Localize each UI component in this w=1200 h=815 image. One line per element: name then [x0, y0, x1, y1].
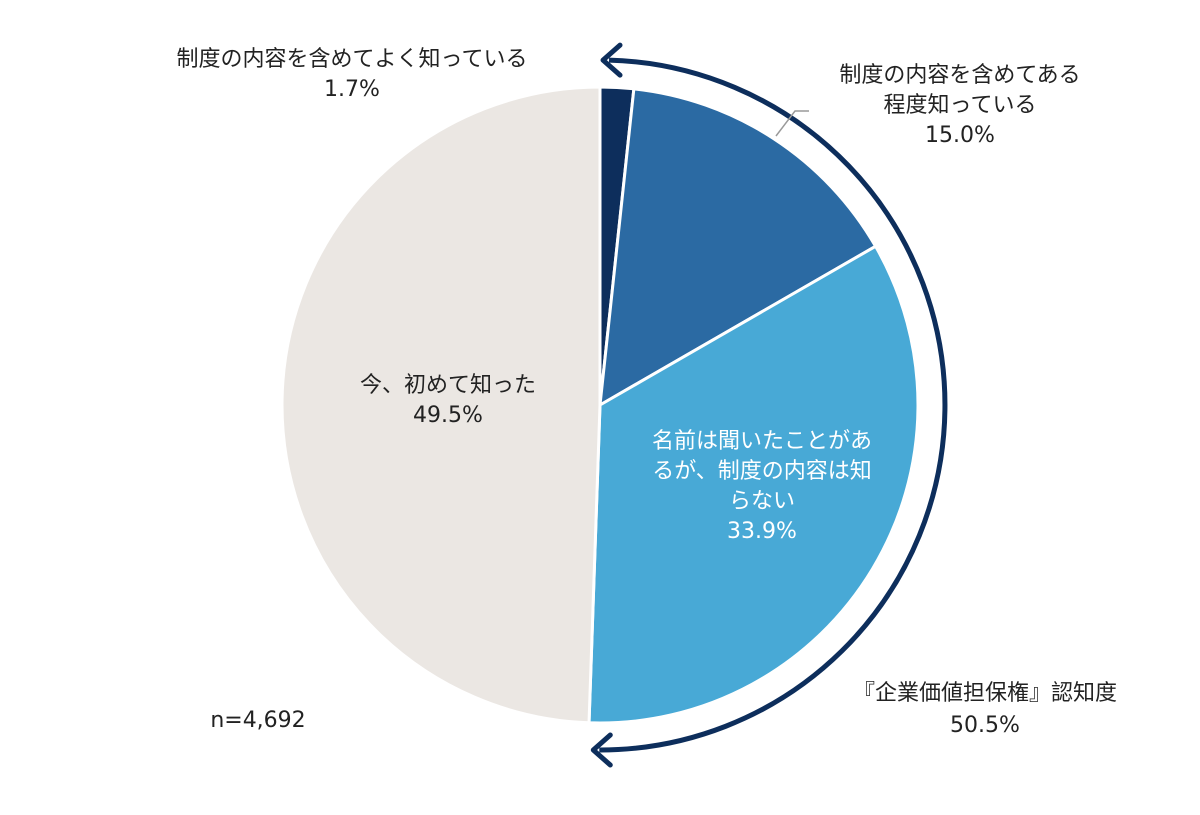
- slice-2-label-line-2: 程度知っている: [884, 93, 1037, 118]
- pie-slice-4: [280, 85, 602, 725]
- sample-size-note: n=4,692: [210, 708, 305, 733]
- slice-3-label-line-2: るが、制度の内容は知: [652, 459, 872, 484]
- slice-3-label-line-1: 名前は聞いたことがあ: [652, 429, 872, 454]
- slice-4-value: 49.5%: [413, 403, 483, 428]
- bracket-label: 『企業価値担保権』認知度: [853, 681, 1117, 706]
- pie-slices: [280, 85, 920, 725]
- slice-3-value: 33.9%: [727, 519, 797, 544]
- slice-2-label-line-1: 制度の内容を含めてある: [839, 63, 1080, 88]
- slice-1-value: 1.7%: [324, 77, 380, 102]
- pie-slice-3: [587, 244, 920, 725]
- bracket-value: 50.5%: [950, 713, 1020, 738]
- slice-1-label-line-1: 制度の内容を含めてよく知っている: [177, 47, 528, 72]
- pie-slice-2: [598, 87, 878, 407]
- bracket-arrow-top: [600, 42, 623, 78]
- awareness-bracket: [590, 42, 948, 768]
- slice-2-value: 15.0%: [925, 123, 995, 148]
- slice-4-label-line-1: 今、初めて知った: [360, 373, 536, 398]
- slice-3-label-line-3: らない: [729, 489, 795, 514]
- bracket-arrow-bottom: [590, 732, 613, 768]
- slice-2-leader-line: [775, 110, 809, 137]
- bracket-arc: [599, 57, 948, 753]
